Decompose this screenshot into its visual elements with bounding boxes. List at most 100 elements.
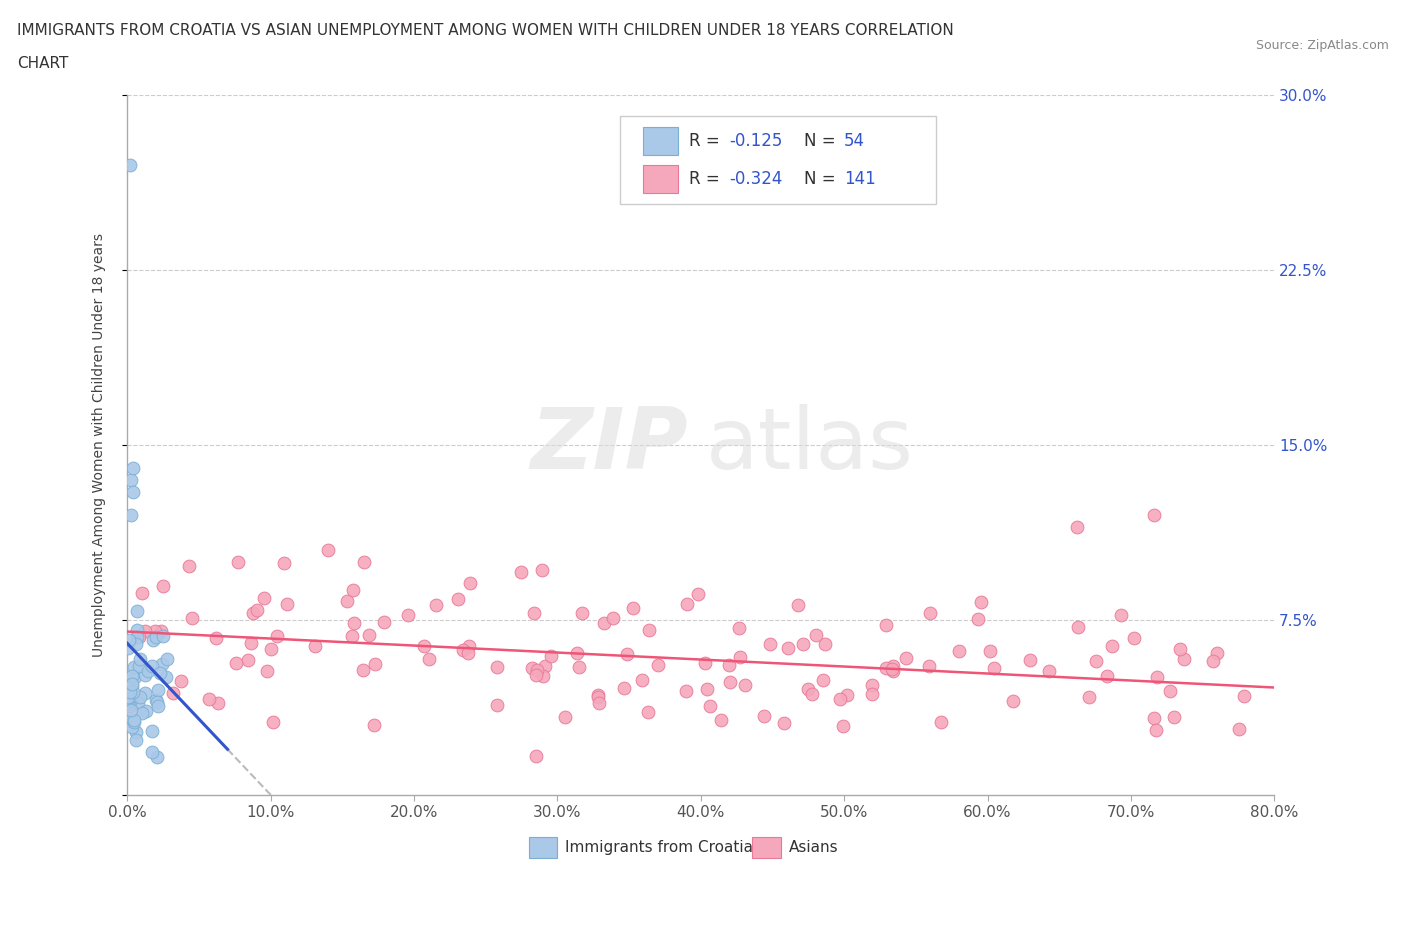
Point <box>979 644 1001 658</box>
Point <box>530 563 553 578</box>
Point <box>225 655 247 670</box>
Bar <box>644 126 678 154</box>
Point <box>146 749 169 764</box>
Point <box>447 592 470 607</box>
Point <box>860 677 883 692</box>
Point <box>1202 654 1225 669</box>
Point <box>127 623 149 638</box>
Point <box>121 508 143 523</box>
Point <box>509 565 531 579</box>
Point <box>811 672 834 687</box>
Point <box>730 650 752 665</box>
Point <box>143 624 166 639</box>
Point <box>170 673 193 688</box>
Point <box>125 630 148 644</box>
Point <box>412 639 434 654</box>
Point <box>242 605 264 620</box>
Point <box>696 681 718 696</box>
Point <box>155 670 177 684</box>
Point <box>124 714 146 729</box>
Point <box>134 623 156 638</box>
Point <box>122 485 145 499</box>
Point <box>699 698 721 713</box>
Point <box>1122 631 1144 645</box>
Point <box>373 615 395 630</box>
Point <box>122 461 145 476</box>
Point <box>1078 690 1101 705</box>
Point <box>1144 723 1167 737</box>
Text: 54: 54 <box>844 132 865 150</box>
Point <box>1146 670 1168 684</box>
Point <box>273 555 295 570</box>
Point <box>1066 519 1088 534</box>
Point <box>710 712 733 727</box>
Text: atlas: atlas <box>706 404 914 486</box>
Point <box>135 703 157 718</box>
Point <box>718 658 741 672</box>
Point <box>207 696 229 711</box>
Point <box>531 668 554 683</box>
Point <box>128 630 150 644</box>
Point <box>754 709 776 724</box>
Point <box>638 622 661 637</box>
Point <box>718 675 741 690</box>
Point <box>117 696 139 711</box>
Point <box>353 554 375 569</box>
Point <box>1038 664 1060 679</box>
Point <box>621 601 644 616</box>
Point <box>141 724 163 738</box>
Point <box>1002 694 1025 709</box>
Point <box>148 699 170 714</box>
Point <box>875 660 897 675</box>
Point <box>800 686 823 701</box>
Point <box>948 644 970 658</box>
Point <box>875 618 897 632</box>
Point <box>728 620 751 635</box>
Point <box>125 733 148 748</box>
Point <box>117 689 139 704</box>
Point <box>637 705 659 720</box>
Point <box>141 658 163 673</box>
Point <box>266 629 288 644</box>
Text: N =: N = <box>804 170 841 188</box>
Point <box>568 659 591 674</box>
Text: Asians: Asians <box>789 840 839 855</box>
Point <box>120 713 142 728</box>
Text: -0.324: -0.324 <box>730 170 783 188</box>
Point <box>804 628 827 643</box>
Point <box>832 719 855 734</box>
Point <box>146 683 169 698</box>
Point <box>485 698 508 712</box>
Point <box>630 672 652 687</box>
Point <box>835 687 858 702</box>
Point <box>152 578 174 593</box>
Point <box>1084 654 1107 669</box>
Point <box>122 712 145 727</box>
Point <box>425 597 447 612</box>
Point <box>125 604 148 618</box>
Point <box>882 658 904 673</box>
Point <box>540 648 562 663</box>
Point <box>118 692 141 707</box>
Point <box>1206 645 1229 660</box>
Point <box>693 656 716 671</box>
Point <box>149 665 172 680</box>
Point <box>342 616 364 631</box>
Point <box>236 653 259 668</box>
Point <box>1109 607 1132 622</box>
Point <box>152 629 174 644</box>
Point <box>792 636 814 651</box>
Point <box>396 608 419 623</box>
Point <box>129 689 152 704</box>
Point <box>675 684 697 698</box>
Point <box>226 555 249 570</box>
Point <box>260 641 283 656</box>
Point <box>918 659 941 674</box>
Point <box>118 690 141 705</box>
Point <box>1227 722 1250 737</box>
Point <box>121 685 143 700</box>
Point <box>967 612 990 627</box>
Point <box>1101 638 1123 653</box>
Point <box>796 682 818 697</box>
Point <box>554 710 576 724</box>
